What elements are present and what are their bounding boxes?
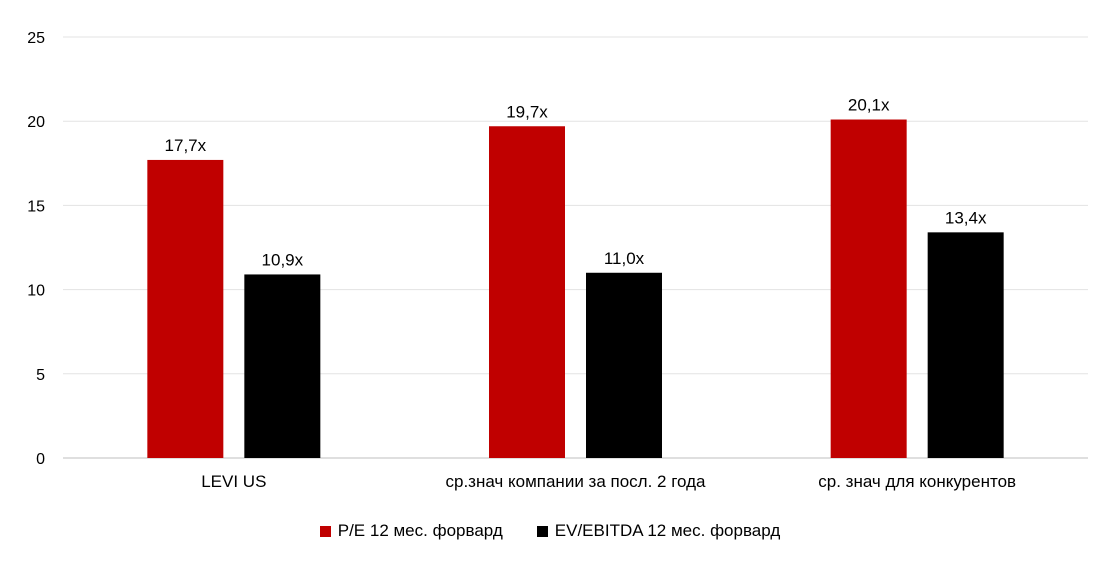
bar-ev-ebitda [244,274,321,458]
legend-label-pe: P/E 12 мес. форвард [337,521,503,540]
y-tick-label: 25 [27,30,45,47]
data-label: 13,4x [945,208,987,227]
y-axis: 0 5 10 15 20 25 [27,30,45,468]
y-tick-label: 20 [27,114,45,131]
bar-pe [830,119,907,459]
y-tick-label: 5 [36,367,45,384]
data-label: 19,7x [506,102,548,121]
legend-item-pe: P/E 12 мес. форвард [319,521,503,541]
gridlines [63,36,1088,459]
x-category-label: ср.знач компании за посл. 2 года [445,472,706,491]
legend-swatch-ev-ebitda [536,525,548,537]
x-category-label: ср. знач для конкурентов [818,472,1016,491]
legend: P/E 12 мес. форвард EV/EBITDA 12 мес. фо… [0,521,1100,541]
data-labels: 17,7x 10,9x 19,7x 11,0x 20,1x 13,4x [165,96,987,270]
legend-swatch-pe [319,525,331,537]
bar-ev-ebitda [927,232,1004,458]
x-axis: LEVI US ср.знач компании за посл. 2 года с… [201,472,1016,491]
bar-ev-ebitda [586,272,662,458]
y-tick-label: 15 [27,198,45,215]
legend-item-ev-ebitda: EV/EBITDA 12 мес. форвард [536,521,781,541]
y-tick-label: 10 [27,283,45,300]
data-label: 20,1x [848,96,890,115]
data-label: 10,9x [262,250,304,269]
bar-pe [489,126,565,458]
y-tick-label: 0 [36,451,45,468]
bar-pe [147,159,224,458]
data-label: 11,0x [604,249,645,268]
bar-chart: 0 5 10 15 20 25 17,7x 10,9x 19,7x 11,0x 20,1x 13,4… [27,30,1088,491]
bars [147,119,1004,459]
data-label: 17,7x [165,136,207,155]
legend-label-ev-ebitda: EV/EBITDA 12 мес. форвард [554,521,781,540]
x-category-label: LEVI US [201,472,266,491]
